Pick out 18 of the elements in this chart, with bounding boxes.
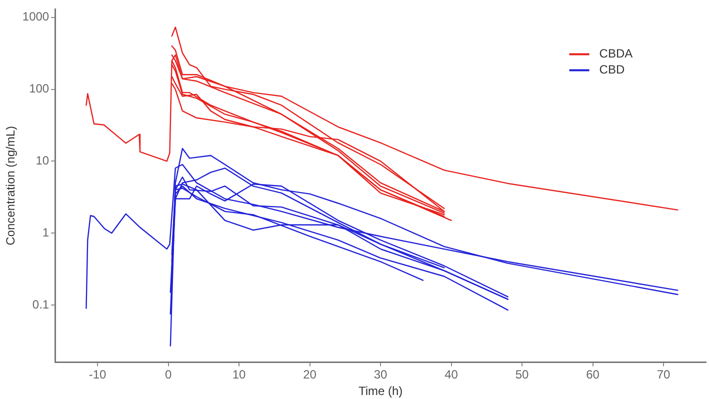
x-tick-label: 10	[232, 368, 246, 382]
x-tick-label: 70	[656, 368, 671, 382]
legend-label: CBDA	[599, 46, 633, 61]
x-tick-label: -10	[88, 368, 107, 382]
y-tick-label: 1	[42, 225, 50, 240]
x-tick-label: 20	[303, 368, 317, 382]
y-tick-label: 100	[29, 82, 50, 96]
y-tick-label: 0.1	[32, 297, 50, 312]
x-tick-label: 50	[515, 368, 530, 382]
x-tick-label: 30	[374, 368, 388, 382]
x-tick-label: 0	[164, 368, 172, 382]
y-axis-title: Concentration (ng/mL)	[4, 126, 18, 246]
x-tick-label: 60	[586, 368, 600, 382]
legend-label: CBD	[599, 62, 625, 77]
x-axis-title: Time (h)	[358, 384, 403, 398]
x-tick-label: 40	[444, 368, 458, 382]
y-tick-label: 10	[36, 154, 50, 168]
y-tick-label: 1000	[22, 10, 50, 24]
